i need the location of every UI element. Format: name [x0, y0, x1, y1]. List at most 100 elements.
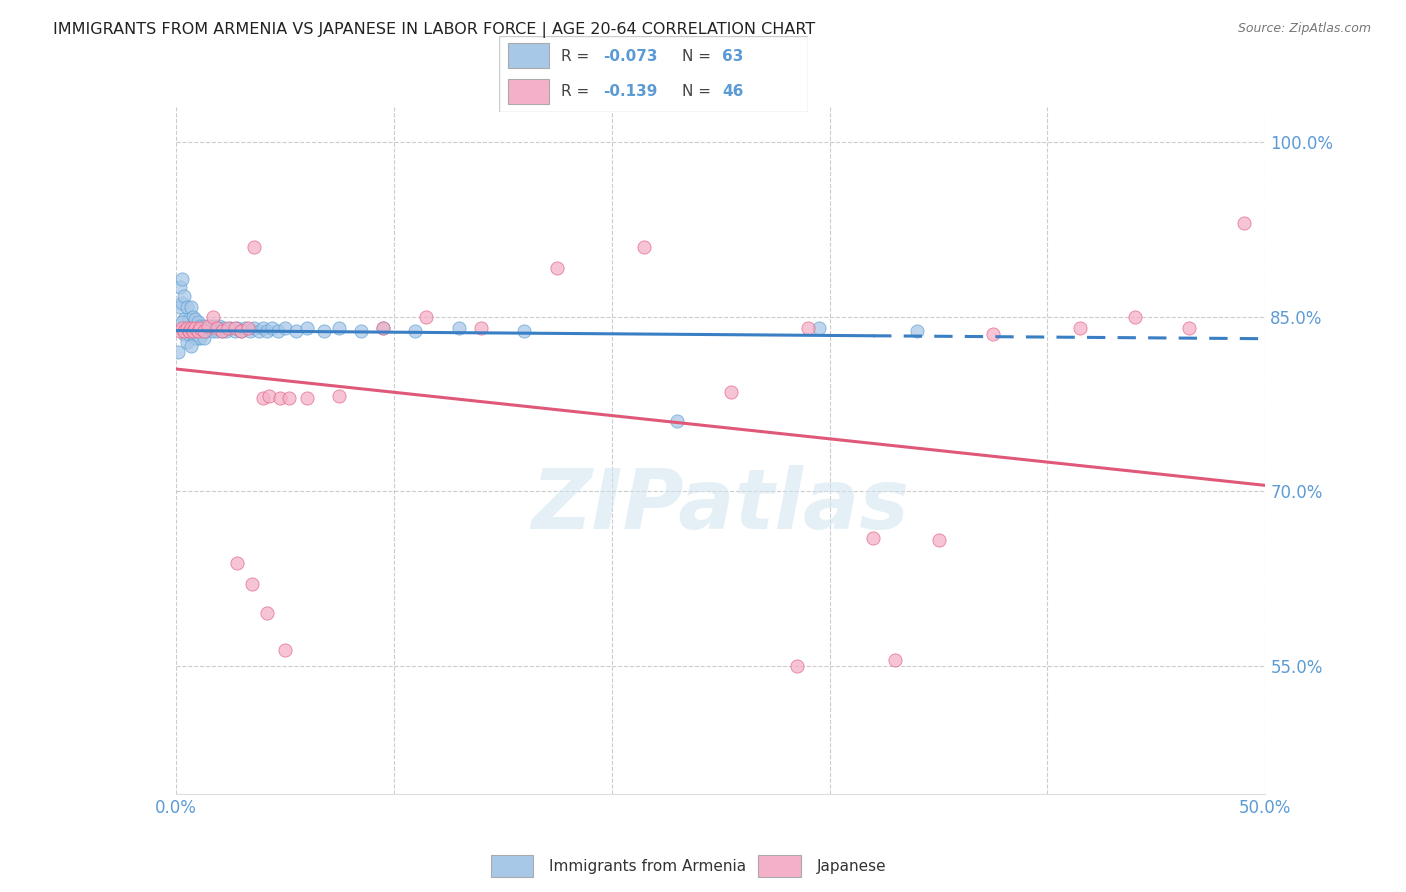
Text: ZIPatlas: ZIPatlas	[531, 465, 910, 546]
Point	[284, 324, 307, 338]
Point	[188, 318, 211, 333]
Text: Japanese: Japanese	[817, 859, 886, 873]
Point	[1178, 321, 1201, 335]
Point	[231, 324, 253, 338]
Point	[786, 658, 808, 673]
Point	[169, 300, 191, 314]
Point	[200, 318, 222, 333]
Point	[201, 324, 224, 338]
Point	[173, 312, 195, 326]
Point	[211, 324, 233, 338]
Point	[231, 324, 253, 338]
Point	[862, 531, 884, 545]
Point	[259, 389, 281, 403]
Point	[172, 321, 194, 335]
Point	[219, 321, 242, 335]
Text: N =: N =	[682, 49, 716, 63]
Point	[177, 326, 200, 341]
Point	[260, 321, 283, 335]
Point	[215, 324, 238, 338]
Point	[720, 385, 742, 400]
Text: Immigrants from Armenia: Immigrants from Armenia	[550, 859, 747, 873]
Point	[176, 335, 198, 350]
Point	[371, 321, 394, 335]
FancyBboxPatch shape	[499, 36, 808, 112]
Point	[180, 300, 202, 314]
Point	[176, 318, 198, 333]
Point	[186, 330, 209, 344]
Point	[180, 321, 202, 335]
Point	[208, 318, 231, 333]
Point	[295, 391, 318, 405]
Point	[205, 321, 228, 335]
Point	[928, 533, 950, 547]
FancyBboxPatch shape	[509, 78, 548, 104]
Point	[274, 321, 297, 335]
Point	[666, 414, 689, 428]
Point	[796, 321, 818, 335]
Point	[1123, 310, 1146, 324]
Point	[247, 324, 270, 338]
Point	[905, 324, 928, 338]
Point	[186, 315, 209, 329]
Point	[447, 321, 470, 335]
Point	[235, 321, 257, 335]
Point	[173, 326, 195, 341]
Text: 63: 63	[721, 49, 744, 63]
Point	[193, 318, 215, 333]
Point	[252, 321, 274, 335]
Point	[256, 324, 278, 338]
Point	[243, 240, 266, 254]
Point	[225, 557, 247, 571]
Point	[188, 330, 211, 344]
Text: R =: R =	[561, 84, 595, 98]
Point	[177, 312, 200, 326]
Point	[184, 330, 207, 344]
Text: N =: N =	[682, 84, 716, 98]
Point	[184, 321, 207, 335]
Point	[172, 295, 194, 310]
Point	[1232, 217, 1256, 231]
Point	[195, 324, 218, 338]
Point	[177, 324, 200, 338]
Point	[204, 318, 226, 333]
Point	[633, 240, 655, 254]
Point	[181, 326, 204, 341]
Point	[173, 324, 195, 338]
Text: 46: 46	[721, 84, 744, 98]
Point	[197, 321, 219, 335]
Point	[405, 324, 427, 338]
Point	[193, 330, 215, 344]
Point	[371, 321, 394, 335]
Text: -0.073: -0.073	[603, 49, 657, 63]
Point	[312, 324, 335, 338]
Point	[546, 260, 568, 275]
Point	[328, 321, 350, 335]
Point	[176, 300, 198, 314]
Point	[328, 389, 350, 403]
Point	[256, 607, 278, 621]
Point	[224, 321, 246, 335]
Point	[225, 321, 247, 335]
Point	[239, 324, 262, 338]
Point	[350, 324, 373, 338]
Point	[252, 391, 274, 405]
Point	[224, 324, 246, 338]
Point	[172, 272, 194, 286]
Point	[191, 324, 214, 338]
Point	[212, 321, 235, 335]
Point	[172, 315, 194, 329]
Point	[181, 310, 204, 324]
Point	[513, 324, 536, 338]
Point	[167, 344, 190, 359]
FancyBboxPatch shape	[491, 855, 533, 877]
Point	[201, 310, 224, 324]
Point	[176, 321, 198, 335]
Point	[415, 310, 437, 324]
Point	[470, 321, 492, 335]
Point	[217, 321, 239, 335]
FancyBboxPatch shape	[758, 855, 800, 877]
Point	[274, 642, 297, 657]
Point	[807, 321, 830, 335]
Point	[173, 288, 195, 302]
